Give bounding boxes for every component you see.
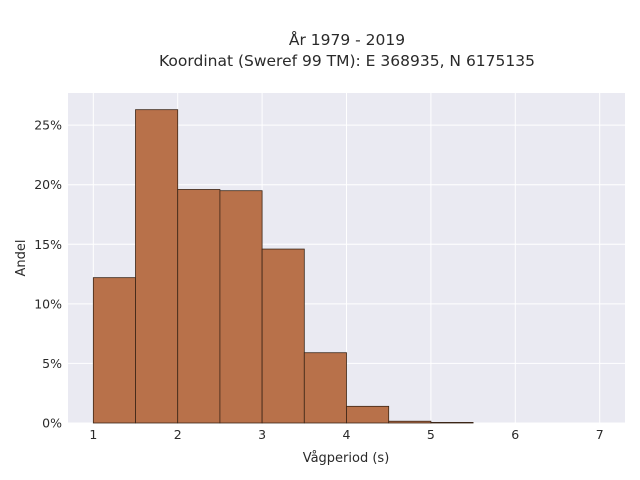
x-tick-label-1: 2 [174,427,182,442]
y-tick-label-5: 25% [34,118,62,133]
y-axis-ticks: 0% 5% 10% 15% 20% 25% [34,118,62,431]
bars [92,109,474,424]
y-tick-label-2: 10% [34,296,62,311]
histogram-bar-1 [135,109,179,424]
histogram-bar-7 [388,420,432,424]
histogram-bar-8 [430,422,474,424]
histogram-bar-0 [92,277,136,424]
histogram-bar-3 [219,190,263,424]
y-tick-label-4: 20% [34,177,62,192]
x-tick-label-4: 5 [427,427,435,442]
histogram-bar-2 [177,189,221,424]
y-tick-label-3: 15% [34,237,62,252]
x-axis-label: Vågperiod (s) [303,451,390,466]
x-axis-ticks: 1 2 3 4 5 6 7 [89,427,603,442]
x-tick-label-2: 3 [258,427,266,442]
x-tick-label-5: 6 [511,427,519,442]
x-tick-label-6: 7 [596,427,604,442]
y-axis-label: Andel [14,240,29,277]
y-tick-label-1: 5% [42,356,62,371]
histogram-bar-5 [303,352,347,424]
x-tick-label-3: 4 [343,427,351,442]
y-tick-label-0: 0% [42,416,62,431]
chart-title-line-2: Koordinat (Sweref 99 TM): E 368935, N 61… [159,52,535,70]
histogram-bar-6 [346,405,390,424]
x-tick-label-0: 1 [89,427,97,442]
histogram-bar-4 [261,248,305,424]
chart-title-line-1: År 1979 - 2019 [289,30,405,49]
